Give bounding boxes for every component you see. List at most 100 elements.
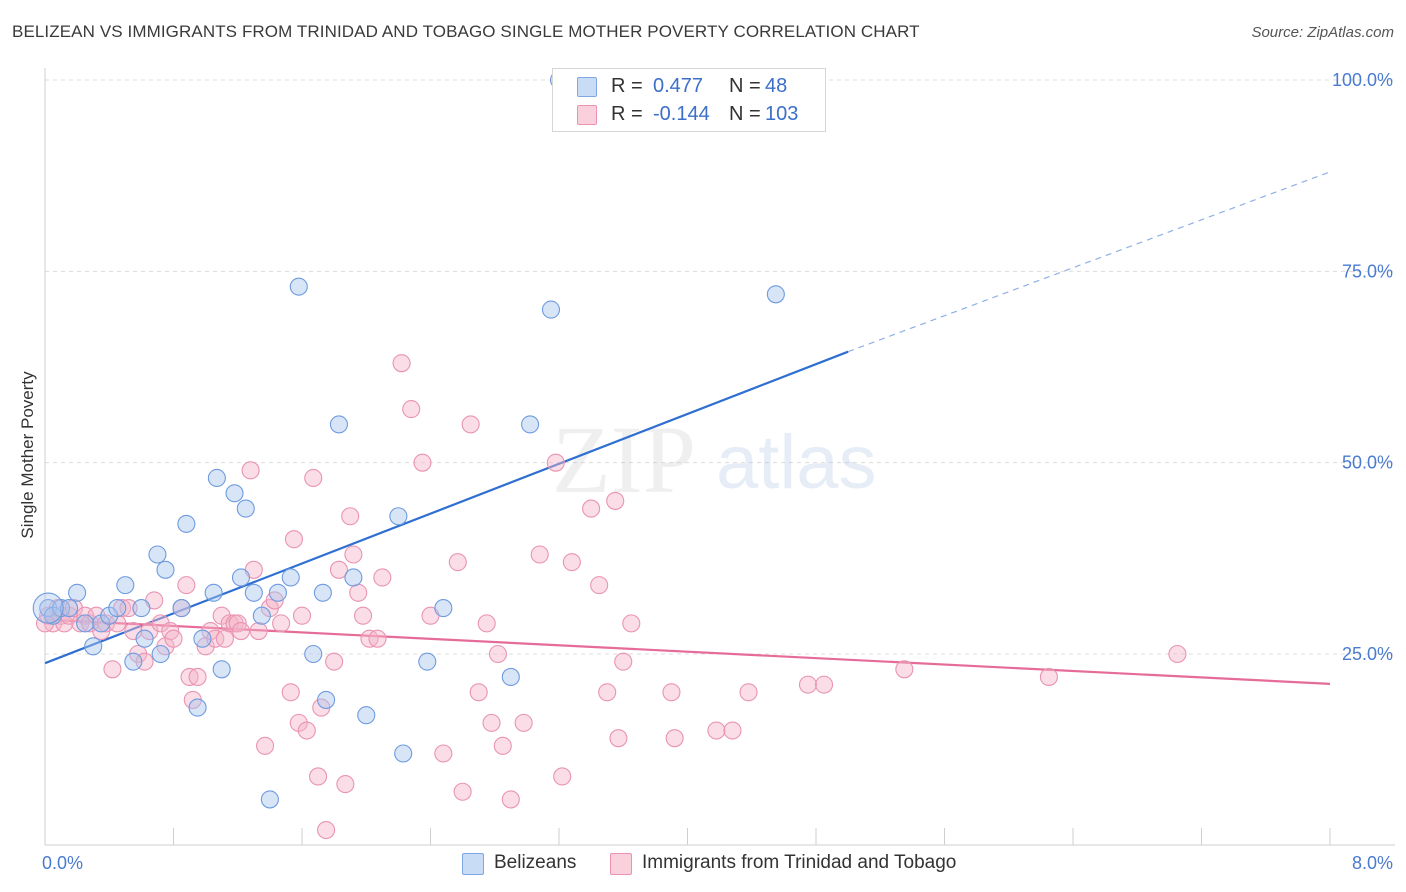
point-trinidad [707,721,726,740]
point-belizeans [344,568,363,587]
legend-r-value: -0.144 [653,103,710,125]
point-belizeans [252,606,271,625]
point-trinidad [614,652,633,671]
x-tick-label: 8.0% [1352,853,1393,873]
point-belizeans [389,507,408,526]
point-trinidad [798,675,818,694]
point-belizeans [68,583,87,602]
point-trinidad [665,729,684,748]
point-belizeans [434,599,453,618]
point-belizeans [135,629,154,648]
point-trinidad [482,713,501,732]
bottom-legend-swatch-belizeans [462,853,484,875]
point-trinidad [336,775,355,794]
point-trinidad [272,614,291,633]
point-belizeans [289,277,308,296]
point-trinidad [325,652,344,671]
point-trinidad [469,683,488,702]
trend-line-trinidad [44,618,1331,685]
point-belizeans [207,468,226,488]
point-belizeans [231,568,251,587]
point-trinidad [392,354,411,373]
point-trinidad [164,629,183,648]
point-trinidad [402,400,421,419]
point-belizeans [521,415,540,434]
point-trinidad [188,667,207,687]
point-trinidad [292,606,312,625]
point-belizeans [260,790,279,809]
point-belizeans [148,545,167,564]
point-belizeans [212,660,231,679]
point-trinidad [177,576,196,595]
point-trinidad [284,530,304,549]
point-trinidad [723,721,742,740]
x-tick-label: 0.0% [42,853,83,873]
trend-line-belizeans-extension [847,171,1331,353]
point-trinidad [304,468,323,488]
point-belizeans [313,583,332,602]
point-belizeans [418,652,437,671]
legend-n-label: N = [729,103,761,125]
point-trinidad [434,744,453,763]
legend-n-label: N = [729,75,761,97]
point-trinidad [1039,667,1058,687]
point-belizeans [357,706,376,725]
point-belizeans [172,599,191,618]
point-belizeans [244,583,263,602]
point-belizeans-cluster [32,592,64,624]
y-tick-label: 75.0% [1342,261,1393,281]
point-belizeans [151,644,170,664]
tick-labels: 25.0% 50.0% 75.0% 100.0% 0.0% 8.0% [42,70,1393,873]
point-belizeans [116,576,135,595]
legend-r-label: R = [611,103,643,125]
point-trinidad [206,629,225,648]
point-trinidad [493,736,512,755]
axes [44,68,1395,846]
point-trinidad [739,683,758,702]
point-trinidad [562,553,581,572]
point-belizeans [193,629,212,648]
point-trinidad [622,614,641,633]
point-trinidad [353,606,373,625]
point-trinidad [488,644,508,664]
point-trinidad [530,545,549,564]
chart-source: Source: ZipAtlas.com [1251,24,1394,41]
point-belizeans [268,583,287,602]
point-trinidad [582,499,601,518]
point-trinidad [477,614,496,633]
point-belizeans [188,698,207,717]
point-trinidad [501,790,520,809]
data-points [32,70,1187,840]
point-trinidad [215,629,234,648]
point-belizeans [329,415,348,434]
point-belizeans [60,599,79,618]
bottom-legend-label-trinidad: Immigrants from Trinidad and Tobago [642,852,957,873]
legend-swatch-trinidad [577,105,597,125]
point-belizeans [132,599,151,618]
point-trinidad [349,583,368,602]
watermark: ZIP atlas [552,406,877,513]
y-tick-label: 25.0% [1342,644,1393,664]
point-belizeans [394,744,413,763]
legend-swatch-belizeans [577,77,597,97]
trend-lines [44,171,1331,685]
point-trinidad [231,621,251,641]
y-tick-label: 50.0% [1342,453,1393,473]
point-trinidad [448,553,467,572]
point-belizeans [225,484,244,503]
point-trinidad [514,713,533,732]
point-belizeans [281,568,300,587]
point-trinidad [151,614,170,633]
point-belizeans [108,599,127,618]
point-belizeans [501,667,520,687]
point-trinidad [309,767,328,786]
point-trinidad [256,736,275,755]
point-trinidad [103,660,122,679]
legend-r-value: 0.477 [653,75,704,97]
point-belizeans [156,560,175,579]
point-belizeans [204,583,223,602]
point-trinidad [609,729,628,748]
legend: R = 0.477 N = 48 R = -0.144 N = 103 [552,68,826,132]
legend-n-value: 48 [765,75,788,97]
point-trinidad [241,461,260,480]
